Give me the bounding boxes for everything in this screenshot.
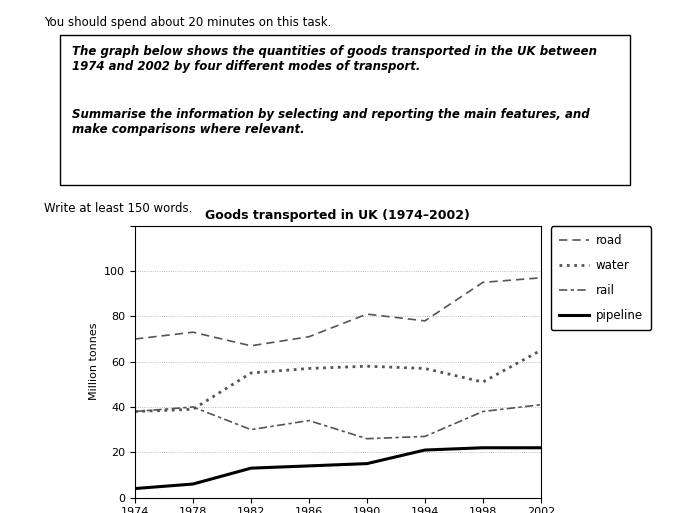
Legend: road, water, rail, pipeline: road, water, rail, pipeline	[551, 226, 651, 330]
Text: Write at least 150 words.: Write at least 150 words.	[44, 202, 193, 214]
Text: You should spend about 20 minutes on this task.: You should spend about 20 minutes on thi…	[44, 16, 331, 29]
Title: Goods transported in UK (1974–2002): Goods transported in UK (1974–2002)	[205, 209, 471, 222]
Y-axis label: Million tonnes: Million tonnes	[89, 323, 99, 401]
Text: The graph below shows the quantities of goods transported in the UK between
1974: The graph below shows the quantities of …	[72, 45, 597, 73]
Text: Summarise the information by selecting and reporting the main features, and
make: Summarise the information by selecting a…	[72, 108, 589, 136]
